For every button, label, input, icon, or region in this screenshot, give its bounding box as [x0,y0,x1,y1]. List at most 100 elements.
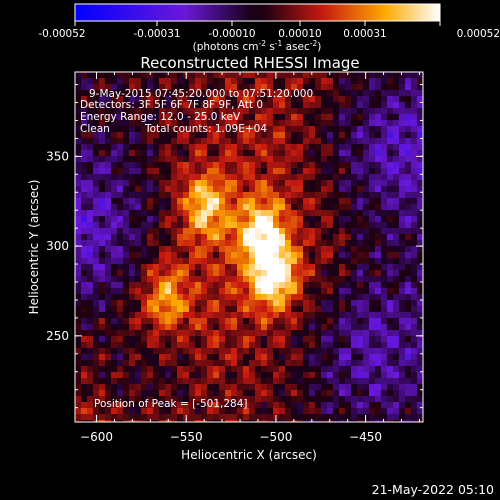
heatmap-cell [201,342,208,349]
heatmap-cell [255,234,262,241]
heatmap-cell [333,264,340,271]
heatmap-cell [183,318,190,325]
heatmap-cell [417,348,423,355]
heatmap-cell [93,336,100,343]
heatmap-cell [171,192,178,199]
heatmap-cell [129,342,136,349]
heatmap-cell [381,108,388,115]
heatmap-cell [135,204,142,211]
heatmap-cell [357,276,364,283]
heatmap-cell [375,402,382,409]
heatmap-cell [183,156,190,163]
heatmap-cell [375,126,382,133]
heatmap-cell [351,156,358,163]
heatmap-cell [189,78,196,85]
heatmap-cell [105,144,112,151]
heatmap-cell [351,318,358,325]
heatmap-cell [225,204,232,211]
heatmap-cell [411,372,418,379]
heatmap-cell [333,306,340,313]
heatmap-cell [87,108,94,115]
heatmap-cell [231,342,238,349]
heatmap-cell [297,360,304,367]
heatmap-cell [99,336,106,343]
heatmap-cell [195,384,202,391]
heatmap-cell [249,390,256,397]
heatmap-cell [273,180,280,187]
heatmap-cell [315,216,322,223]
heatmap-cell [345,210,352,217]
heatmap-cell [213,102,220,109]
heatmap-cell [201,348,208,355]
heatmap-cell [279,150,286,157]
heatmap-cell [213,84,220,91]
heatmap-cell [405,384,412,391]
heatmap-cell [177,348,184,355]
heatmap-cell [285,270,292,277]
heatmap-cell [219,102,226,109]
heatmap-cell [81,216,88,223]
heatmap-cell [309,120,316,127]
heatmap-cell [279,156,286,163]
heatmap-cell [291,288,298,295]
heatmap-cell [369,108,376,115]
heatmap-cell [189,402,196,409]
heatmap-cell [393,150,400,157]
heatmap-cell [153,72,160,79]
heatmap-cell [189,174,196,181]
heatmap-cell [207,306,214,313]
heatmap-cell [183,330,190,337]
heatmap-cell [147,336,154,343]
heatmap-cell [303,246,310,253]
heatmap-cell [219,210,226,217]
heatmap-cell [333,258,340,265]
heatmap-cell [231,222,238,229]
heatmap-cell [93,408,100,415]
heatmap-cell [255,348,262,355]
heatmap-cell [279,402,286,409]
heatmap-cell [297,318,304,325]
heatmap-cell [171,300,178,307]
heatmap-cell [123,204,130,211]
heatmap-cell [195,180,202,187]
heatmap-cell [81,210,88,217]
heatmap-cell [207,258,214,265]
heatmap-cell [201,300,208,307]
heatmap-cell [273,186,280,193]
heatmap-cell [207,390,214,397]
heatmap-cell [213,96,220,103]
heatmap-cell [111,264,118,271]
heatmap-cell [309,150,316,157]
heatmap-cell [129,282,136,289]
heatmap-cell [189,330,196,337]
heatmap-cell [225,348,232,355]
heatmap-cell [225,84,232,91]
heatmap-cell [345,216,352,223]
heatmap-cell [345,330,352,337]
heatmap-cell [147,174,154,181]
heatmap-cell [417,132,423,139]
heatmap-cell [99,282,106,289]
heatmap-cell [297,210,304,217]
heatmap-cell [351,216,358,223]
heatmap-cell [111,258,118,265]
heatmap-cell [267,390,274,397]
heatmap-cell [321,276,328,283]
heatmap-cell [111,306,118,313]
heatmap-cell [327,282,334,289]
heatmap-cell [405,390,412,397]
heatmap-cell [381,396,388,403]
heatmap-cell [177,234,184,241]
heatmap-cell [405,276,412,283]
heatmap-cell [231,216,238,223]
heatmap-cell [381,294,388,301]
heatmap-cell [381,408,388,415]
heatmap-cell [153,168,160,175]
heatmap-cell [285,360,292,367]
heatmap-cell [147,288,154,295]
heatmap-cell [219,120,226,127]
heatmap-cell [153,342,160,349]
heatmap-cell [393,342,400,349]
heatmap-cell [147,240,154,247]
heatmap-cell [399,198,406,205]
